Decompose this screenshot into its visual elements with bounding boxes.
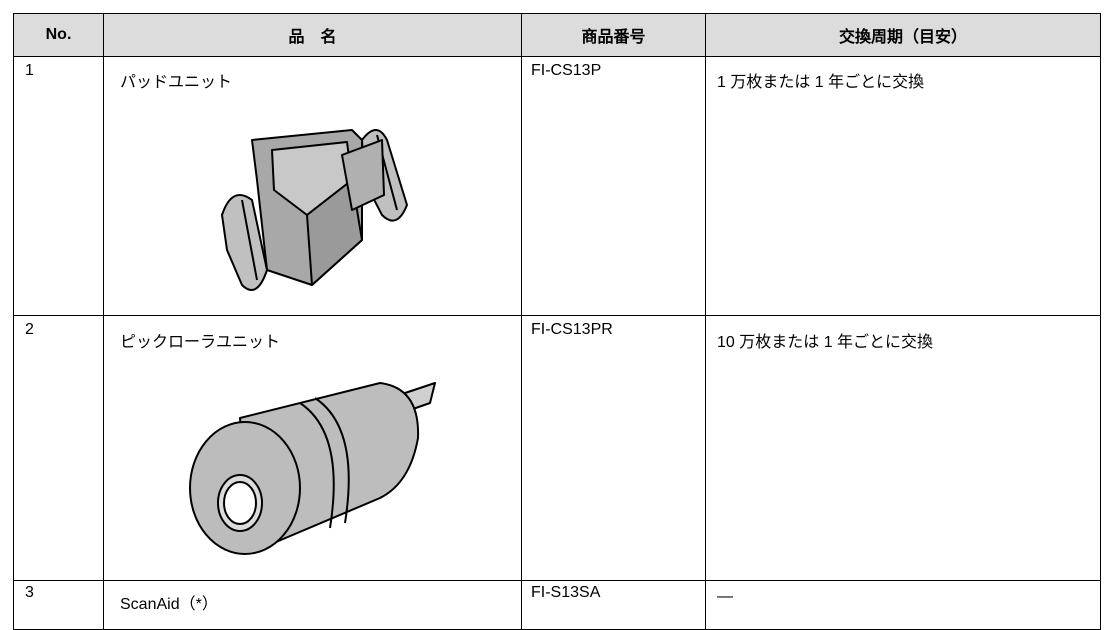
cell [705,315,1101,581]
part-code: FI-CS13P [531,62,602,79]
part-code: FI-S13SA [531,584,601,601]
row-number: 2 [25,321,34,338]
part-name: ピックローラユニット [120,334,281,351]
pick-roller-image [189,382,436,555]
cell [521,56,706,316]
cell [705,580,1101,630]
replacement-cycle: — [717,588,733,605]
cell [13,315,104,581]
cell [13,56,104,316]
pad-unit-image [221,129,408,291]
part-code: FI-CS13PR [531,321,613,338]
row-number: 1 [25,62,34,79]
header-cell: 品 名 [103,13,522,57]
header-cell: No. [13,13,104,57]
cell [521,315,706,581]
part-name: パッドユニット [120,74,233,91]
header-cell: 商品番号 [521,13,706,57]
cell [705,56,1101,316]
header-cell: 交換周期（目安） [705,13,1101,57]
row-number: 3 [25,584,34,601]
replacement-cycle: 10 万枚または 1 年ごとに交換 [717,334,934,351]
replacement-cycle: 1 万枚または 1 年ごとに交換 [717,74,925,91]
part-name: ScanAid（*） [120,596,218,613]
page: {"table": {"header": ["No.", "品 名", "商品番… [13,13,1101,630]
